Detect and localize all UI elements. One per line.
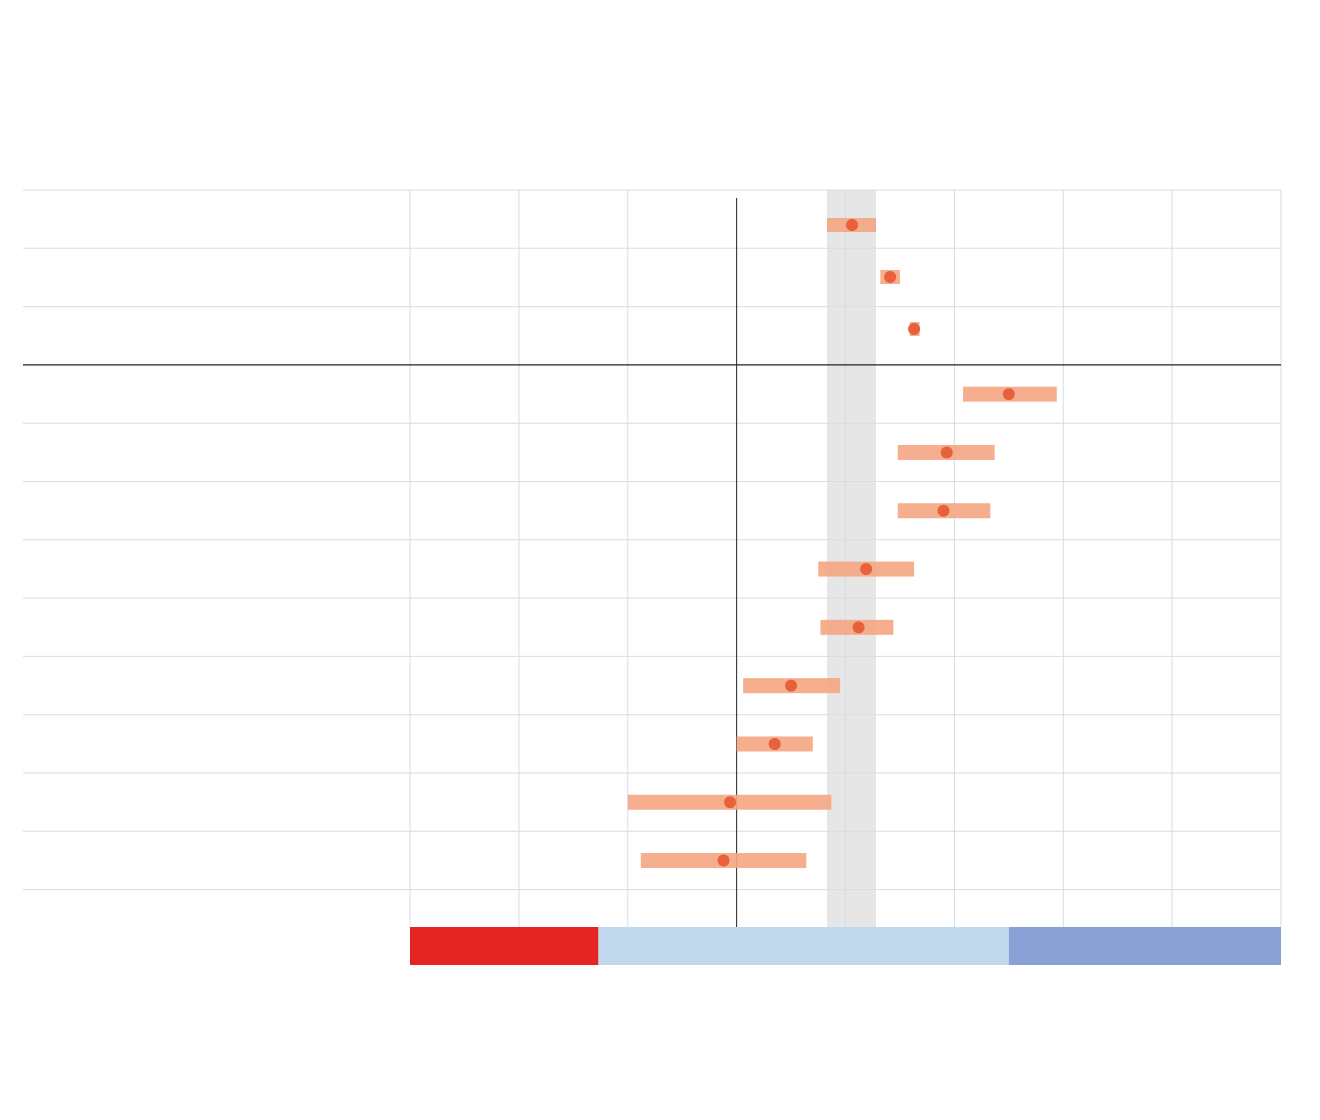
point-estimate: [717, 854, 730, 867]
point-estimate: [884, 271, 897, 283]
color-scale-segment: [410, 927, 599, 965]
point-estimate: [940, 446, 953, 459]
point-estimate: [860, 563, 873, 576]
point-estimate: [937, 504, 950, 517]
point-estimate: [768, 737, 781, 750]
color-scale-segment: [1008, 927, 1281, 965]
point-estimate: [724, 796, 737, 809]
point-estimate: [1002, 388, 1015, 401]
highlight-band: [826, 190, 876, 927]
point-estimate: [852, 621, 865, 634]
color-scale-segment: [598, 927, 1009, 965]
point-estimate: [908, 323, 921, 335]
point-estimate: [846, 219, 859, 231]
point-estimate: [785, 679, 798, 692]
